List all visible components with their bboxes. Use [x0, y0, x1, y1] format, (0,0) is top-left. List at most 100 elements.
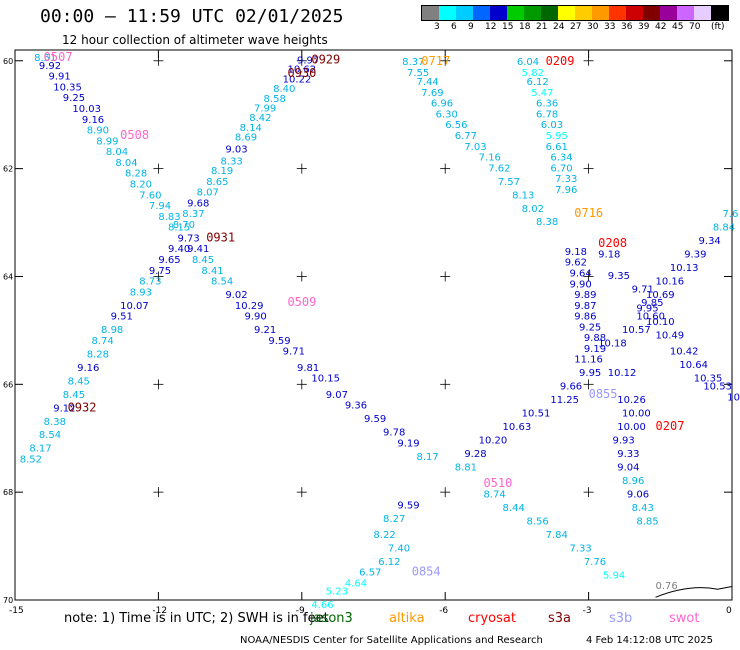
- lat-label: 68: [3, 488, 13, 497]
- wave-height-value: 9.93: [613, 436, 635, 447]
- wave-height-value: 8.44: [503, 503, 525, 514]
- page-title: 00:00 — 11:59 UTC 02/01/2025: [40, 6, 344, 27]
- legend-tick-label: 30: [587, 22, 599, 32]
- wave-height-value: 9.34: [699, 236, 721, 247]
- wave-height-value: 10.20: [479, 436, 508, 447]
- wave-height-value: 9.51: [111, 312, 133, 323]
- wave-height-value: 8.17: [417, 452, 439, 463]
- wave-height-value: 10.12: [608, 368, 637, 379]
- pass-time-label: 0716: [574, 206, 603, 220]
- legend-tick-label: 24: [553, 22, 565, 32]
- legend-tick-label: 21: [536, 22, 548, 32]
- wave-height-value: 9.40: [168, 244, 190, 255]
- legend-swatch: [456, 6, 473, 20]
- wave-height-value: 9.71: [632, 285, 654, 296]
- wave-height-value: 9.25: [579, 322, 601, 333]
- wave-height-value: 9.59: [364, 414, 386, 425]
- wave-height-value: 6.30: [436, 109, 458, 120]
- wave-height-value: 7.76: [584, 557, 606, 568]
- wave-height-value: 9.28: [464, 449, 486, 460]
- mission-label: s3a: [548, 611, 572, 626]
- wave-height-value: 8.37: [402, 57, 424, 68]
- wave-height-value: 9.89: [574, 290, 596, 301]
- legend-tick-label: 27: [570, 22, 582, 32]
- wave-height-value: 5.47: [531, 88, 553, 99]
- wave-height-value: 8.70: [173, 220, 195, 231]
- wave-height-value: 10.35: [53, 82, 82, 93]
- legend-swatch: [439, 6, 456, 20]
- wave-height-value: 7.60: [139, 190, 161, 201]
- wave-height-value: 10.64: [679, 360, 708, 371]
- wave-height-value: 10.4: [727, 392, 740, 403]
- wave-height-value: 6.04: [517, 57, 539, 68]
- legend-tick-label: 18: [519, 22, 531, 32]
- wave-height-value: 9.59: [268, 336, 290, 347]
- wave-height-value: 9.95: [579, 368, 601, 379]
- pass-time-label: 0854: [412, 565, 441, 579]
- wave-height-value: 9.18: [598, 250, 620, 261]
- mission-legend: jason3 altika cryosat s3a s3b swot: [0, 611, 740, 629]
- wave-height-value: 8.83: [158, 212, 180, 223]
- wave-height-value: 6.78: [536, 109, 558, 120]
- wave-height-value: 6.61: [546, 142, 568, 153]
- wave-height-value: 10.35: [694, 374, 723, 385]
- legend-tick-label: 3: [434, 22, 440, 32]
- wave-height-value: 9.39: [684, 250, 706, 261]
- wave-height-value: 8.58: [264, 94, 286, 105]
- mission-label: cryosat: [468, 611, 516, 626]
- wave-height-value: 8.52: [20, 455, 42, 466]
- wave-height-value: 10.16: [656, 277, 685, 288]
- legend-swatch: [422, 6, 439, 20]
- wave-height-value: 10.26: [617, 395, 646, 406]
- lat-label: 64: [3, 272, 13, 281]
- wave-height-value: 9.19: [397, 438, 419, 449]
- wave-height-value: 8.41: [201, 266, 223, 277]
- wave-height-value: 8.37: [182, 209, 204, 220]
- map-frame: [14, 49, 733, 601]
- mission-label: swot: [669, 611, 700, 626]
- wave-height-value: 8.20: [130, 180, 152, 191]
- pass-time-label: 0508: [120, 128, 149, 142]
- legend-swatch: [643, 6, 660, 20]
- wave-height-value: 8.99: [96, 136, 118, 147]
- wave-height-value: 9.65: [158, 255, 180, 266]
- wave-height-value: 9.81: [297, 363, 319, 374]
- pass-time-label: 0507: [44, 50, 73, 64]
- legend-tick-label: 9: [468, 22, 474, 32]
- wave-height-value: 8.93: [130, 287, 152, 298]
- wave-height-value: 9.97: [297, 55, 319, 66]
- lat-label: 62: [3, 165, 13, 174]
- wave-height-value: 8.54: [39, 430, 61, 441]
- legend-tick-label: 12: [485, 22, 497, 32]
- wave-height-value: 9.86: [574, 312, 596, 323]
- legend-bar: [421, 5, 729, 21]
- credit-text: NOAA/NESDIS Center for Satellite Applica…: [240, 635, 543, 646]
- wave-height-value: 8.17: [29, 444, 51, 455]
- wave-height-value: 9.64: [569, 268, 591, 279]
- wave-height-value: 9.85: [641, 298, 663, 309]
- wave-height-value: 10.00: [622, 409, 651, 420]
- wave-height-value: 5.95: [546, 131, 568, 142]
- wave-height-value: 10.15: [311, 374, 340, 385]
- wave-height-value: 9.68: [187, 198, 209, 209]
- wave-height-value: 7.94: [149, 201, 171, 212]
- pass-time-label: 0930: [287, 66, 316, 80]
- wave-height-value: 10.03: [72, 104, 101, 115]
- wave-height-value: 9.75: [149, 266, 171, 277]
- legend-tick-label: 6: [451, 22, 457, 32]
- wave-height-value: 9.71: [283, 347, 305, 358]
- legend-unit: (ft): [711, 22, 725, 32]
- wave-height-value: 10.07: [120, 301, 149, 312]
- wave-height-value: 9.25: [63, 93, 85, 104]
- wave-height-value: 9.06: [627, 490, 649, 501]
- legend-swatch: [626, 6, 643, 20]
- wave-height-value: 8.96: [622, 476, 644, 487]
- wave-height-value: 6.36: [536, 99, 558, 110]
- lat-label: 60: [3, 57, 13, 66]
- pass-time-label: 0717: [421, 54, 450, 68]
- legend-swatch: [711, 6, 728, 20]
- wave-height-value: 6.12: [526, 77, 548, 88]
- legend-tick-label: 45: [672, 22, 684, 32]
- legend-tick-label: 33: [604, 22, 616, 32]
- pass-time-label: 0931: [206, 230, 235, 244]
